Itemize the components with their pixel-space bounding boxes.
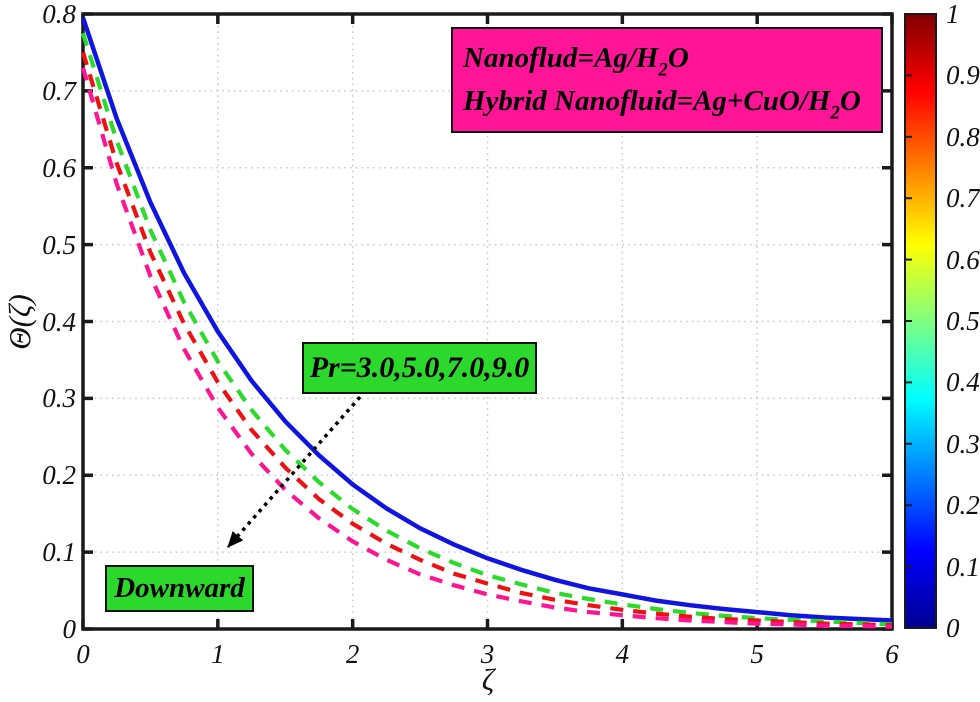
colorbar-tick-label: 0.7	[946, 183, 980, 214]
y-tick-label: 0.7	[42, 75, 76, 106]
hybrid-nanofluid-line: Hybrid Nanofluid=Ag+CuO/H2O	[463, 85, 871, 123]
x-tick-label: 1	[211, 639, 225, 669]
colorbar-tick-label: 1	[946, 0, 960, 29]
curve-pr-9-0	[80, 67, 893, 629]
colorbar-ticks	[905, 74, 912, 568]
y-tick-label: 0.1	[42, 537, 76, 568]
pr-values-annotation-box: Pr=3.0,5.0,7.0,9.0	[302, 342, 537, 394]
colorbar-tick-label: 0.1	[946, 551, 980, 582]
colorbar-tick-label: 0.8	[946, 121, 980, 152]
curve-pr-7-0	[80, 51, 893, 628]
colorbar-tick-label: 0.6	[946, 244, 980, 275]
y-tick-label: 0.5	[42, 229, 76, 260]
curve-pr-3-0	[80, 17, 893, 623]
axis-ticks	[81, 12, 894, 631]
colorbar-tick-label: 0.3	[946, 428, 980, 459]
y-tick-label: 0.6	[42, 152, 76, 183]
y-axis-label: Θ(ζ)	[2, 294, 37, 350]
x-tick-label: 6	[885, 639, 899, 669]
y-tick-label: 0.4	[42, 306, 76, 337]
data-curves	[80, 17, 893, 629]
colorbar-tick-label: 0.2	[946, 490, 980, 521]
y-tick-label: 0.8	[42, 0, 76, 29]
x-tick-label: 2	[345, 639, 360, 669]
curve-pr-5-0	[80, 32, 893, 627]
nanofluid-line-text: Nanoflud=Ag/H	[463, 41, 659, 74]
x-tick-label: 4	[615, 639, 630, 669]
colorbar-tick-label: 0.4	[946, 367, 980, 398]
downward-text: Downward	[114, 572, 245, 604]
pr-values-text: Pr=3.0,5.0,7.0,9.0	[309, 351, 530, 384]
downward-annotation-box: Downward	[105, 565, 254, 612]
nanofluid-line-tail: O	[667, 41, 689, 74]
y-tick-label: 0	[62, 614, 77, 644]
nanofluid-annotation-box: Nanoflud=Ag/H2O Hybrid Nanofluid=Ag+CuO/…	[451, 27, 883, 133]
colorbar-tick-label: 0.9	[946, 60, 980, 91]
nanofluid-line: Nanoflud=Ag/H2O	[463, 41, 871, 80]
x-tick-label: 5	[750, 639, 764, 669]
y-tick-label: 0.2	[42, 460, 76, 491]
x-tick-label: 3	[480, 639, 495, 669]
x-tick-label: 0	[76, 639, 90, 669]
hybrid-nanofluid-line-text: Hybrid Nanofluid=Ag+CuO/H	[463, 85, 831, 118]
colorbar-tick-label: 0.5	[946, 306, 980, 336]
hybrid-nanofluid-line-subscript: 2	[830, 102, 840, 124]
colorbar-tick-label: 0	[946, 613, 960, 643]
nanofluid-line-subscript: 2	[658, 59, 668, 81]
hybrid-nanofluid-line-tail: O	[839, 85, 861, 118]
y-tick-label: 0.3	[42, 383, 76, 414]
x-axis-label: ζ	[481, 662, 495, 697]
downward-arrow-icon	[226, 395, 362, 549]
